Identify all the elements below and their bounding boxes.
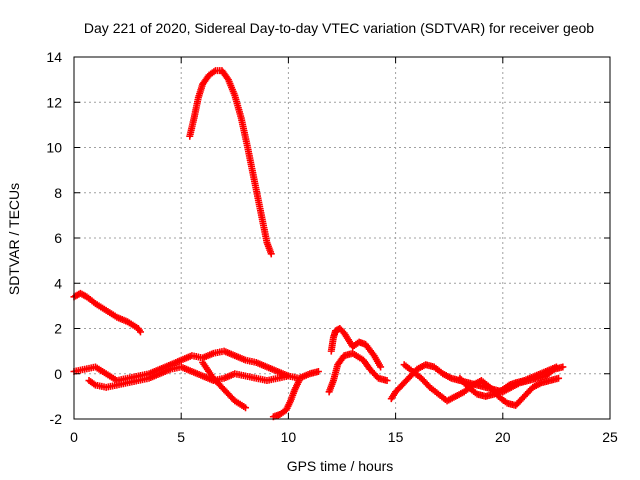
data-points <box>70 67 567 421</box>
series-arc-5 <box>199 358 250 412</box>
x-tick-label: 5 <box>177 429 185 445</box>
data-point <box>555 374 563 382</box>
y-tick-label: 8 <box>54 185 62 201</box>
data-point <box>559 363 567 371</box>
data-point <box>295 377 303 385</box>
data-point <box>314 367 322 375</box>
series-arc-11 <box>456 363 560 400</box>
y-tick-label: 12 <box>46 94 62 110</box>
series-arc-1 <box>70 289 144 336</box>
axis-ticks: 0 5 10 15 20 25 -2 0 2 4 6 8 10 12 14 <box>46 49 618 445</box>
x-tick-label: 25 <box>602 429 618 445</box>
x-tick-label: 15 <box>388 429 404 445</box>
y-axis-label: SDTVAR / TECUs <box>6 183 22 295</box>
x-axis-label: GPS time / hours <box>287 458 394 474</box>
series-arc-7 <box>327 325 385 371</box>
chart-title: Day 221 of 2020, Sidereal Day-to-day VTE… <box>84 20 594 36</box>
y-tick-label: 6 <box>54 230 62 246</box>
series-arc-6 <box>269 377 303 421</box>
grid <box>74 57 610 419</box>
data-point <box>383 377 391 385</box>
x-tick-label: 10 <box>281 429 297 445</box>
data-point <box>552 363 560 371</box>
data-point <box>377 363 385 371</box>
x-tick-label: 0 <box>70 429 78 445</box>
data-point <box>242 404 250 412</box>
data-point <box>284 372 292 380</box>
data-point <box>136 328 144 336</box>
series-arc-2 <box>186 67 275 258</box>
y-tick-label: 2 <box>54 321 62 337</box>
y-tick-label: 14 <box>46 49 62 65</box>
x-tick-label: 20 <box>495 429 511 445</box>
y-tick-label: 4 <box>54 275 62 291</box>
y-tick-label: 10 <box>46 140 62 156</box>
series-arc-8 <box>325 349 391 396</box>
y-tick-label: 0 <box>54 366 62 382</box>
y-tick-label: -2 <box>50 411 63 427</box>
series-arc-3 <box>70 347 322 385</box>
data-point <box>267 250 275 258</box>
